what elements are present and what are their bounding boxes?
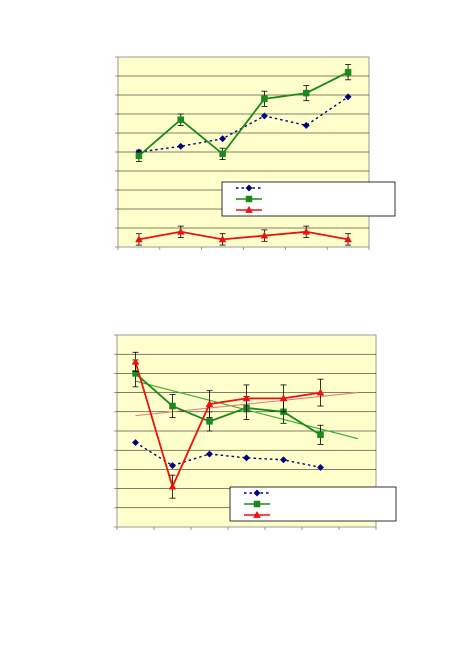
chart-top — [115, 56, 396, 250]
series-3-point — [176, 227, 185, 235]
series-1-point — [302, 121, 310, 129]
series-1-line — [135, 441, 321, 469]
series-1-point — [177, 142, 185, 150]
series-1-line — [138, 96, 349, 153]
series-2-line — [134, 372, 321, 436]
series-3-point — [205, 400, 214, 407]
legend-swatch-marker — [253, 489, 261, 497]
legend-swatch-marker — [245, 205, 253, 213]
series-3-point — [302, 227, 311, 235]
series-3-point — [218, 235, 227, 243]
series-1-point — [316, 463, 325, 472]
series-2-point — [261, 95, 268, 103]
series-2-point — [132, 370, 139, 377]
series-1-point — [260, 112, 268, 120]
series-3-point — [316, 388, 325, 396]
series-2-point — [169, 402, 176, 410]
series-1-point — [205, 450, 214, 458]
series-3-point — [279, 394, 288, 402]
series-1-point — [131, 438, 140, 447]
series-2-line — [138, 71, 349, 157]
series-1-point — [168, 462, 177, 470]
legend-swatch-marker — [253, 500, 261, 508]
legend-swatch-marker — [253, 510, 261, 518]
series-2-point — [219, 150, 226, 158]
series-3-line — [138, 230, 349, 241]
series-3-point — [260, 231, 269, 239]
legend-swatch-marker — [245, 195, 253, 203]
series-2-point — [303, 89, 310, 97]
series-2-point — [344, 68, 352, 76]
series-2-point — [206, 418, 213, 425]
chart-bottom — [114, 334, 397, 530]
series-1-point — [242, 454, 251, 462]
series-3-point — [135, 235, 143, 243]
series-1-point — [219, 135, 227, 143]
series-3-point — [131, 357, 140, 365]
series-3-point — [168, 482, 177, 490]
series-3-point — [344, 235, 352, 243]
series-3-line — [134, 361, 321, 490]
series-1-point — [344, 93, 352, 101]
series-2-point — [135, 152, 143, 160]
legend-swatch-marker — [245, 184, 253, 192]
series-2-point — [177, 116, 184, 123]
series-2-point — [317, 431, 324, 439]
series-3-point — [242, 394, 251, 402]
series-1-point — [279, 456, 288, 464]
